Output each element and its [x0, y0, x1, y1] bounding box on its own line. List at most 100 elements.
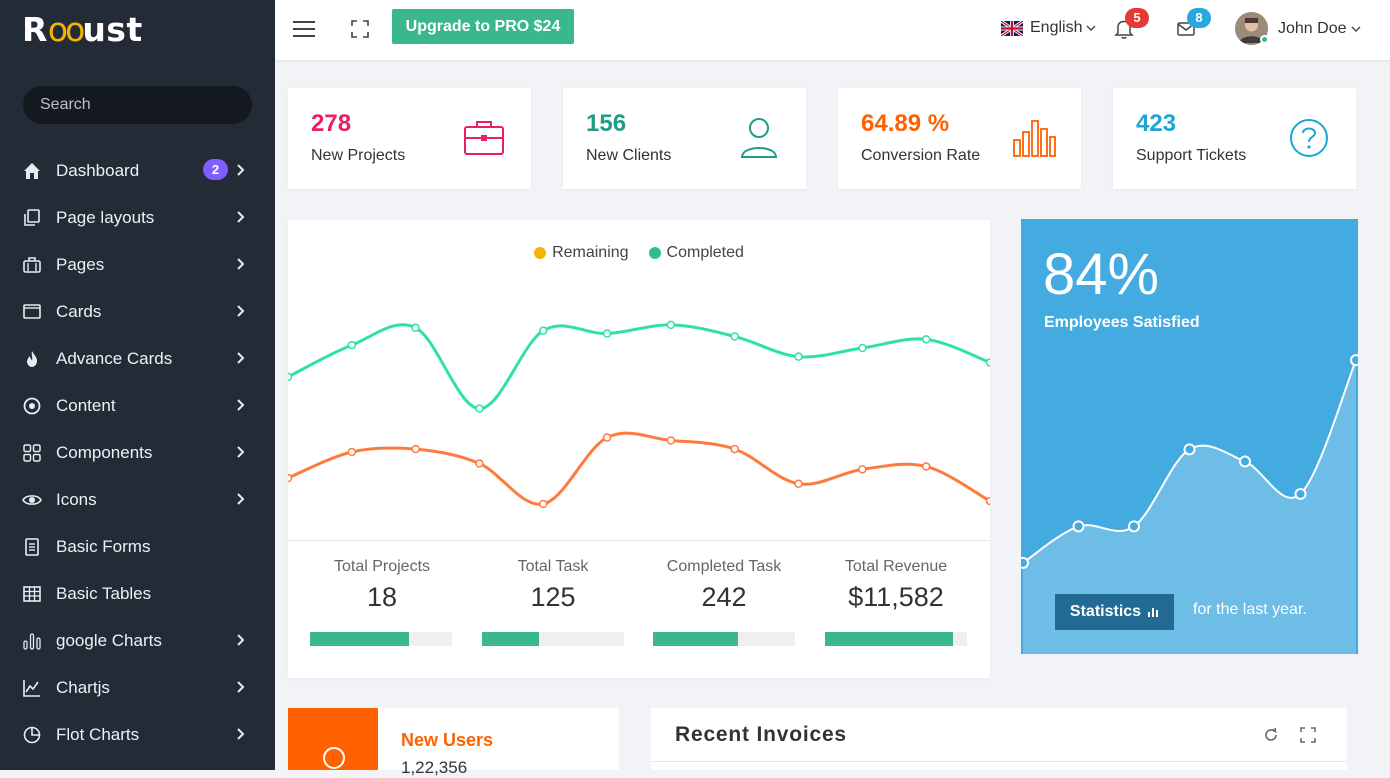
notifications-button[interactable]: 5 — [1113, 8, 1149, 42]
data-point[interactable] — [539, 326, 548, 335]
fullscreen-button[interactable] — [347, 16, 373, 42]
legend-dot — [648, 247, 661, 259]
data-point[interactable] — [858, 343, 867, 353]
data-point[interactable] — [666, 320, 676, 330]
new-users-icon-panel — [288, 708, 378, 770]
briefcase-icon — [464, 121, 504, 155]
sidebar-item-basic-forms[interactable]: Basic Forms — [0, 523, 275, 570]
trend-point[interactable] — [1183, 443, 1196, 456]
data-point[interactable] — [602, 433, 612, 442]
sidebar-item-chartjs[interactable]: Chartjs — [0, 664, 275, 711]
data-point[interactable] — [347, 340, 357, 350]
progress-bar — [482, 632, 624, 646]
sidebar-item-basic-tables[interactable]: Basic Tables — [0, 570, 275, 617]
sidebar-item-page-layouts[interactable]: Page layouts — [0, 194, 275, 241]
expand-button[interactable] — [1299, 726, 1319, 746]
sidebar-item-google-charts[interactable]: google Charts — [0, 617, 275, 664]
sidebar-item-flot-charts[interactable]: Flot Charts — [0, 711, 275, 758]
legend-item-remaining[interactable]: Remaining — [534, 244, 629, 262]
sidebar-item-icons[interactable]: Icons — [0, 476, 275, 523]
sidebar-item-label: Components — [56, 442, 153, 462]
sidebar-item-label: Basic Forms — [56, 536, 151, 556]
data-point[interactable] — [730, 444, 739, 454]
sidebar-menu: Dashboard 2 Page layouts Pages Cards Adv… — [0, 147, 275, 758]
chevron-right-icon — [233, 491, 249, 507]
kpi-total-revenue: Total Revenue $11,582 — [816, 558, 976, 613]
new-users-value: 1,22,356 — [401, 758, 468, 777]
sidebar-item-dashboard[interactable]: Dashboard 2 — [0, 147, 275, 194]
sidebar-item-label: Chartjs — [56, 677, 110, 697]
user-menu[interactable]: John Doe — [1235, 12, 1362, 45]
data-point[interactable] — [539, 499, 548, 509]
data-point[interactable] — [985, 358, 991, 367]
trend-point[interactable] — [1239, 455, 1251, 468]
user-name: John Doe — [1278, 19, 1347, 37]
data-point[interactable] — [411, 444, 420, 454]
data-point[interactable] — [411, 323, 420, 333]
refresh-icon — [1265, 727, 1277, 741]
chevron-down-icon — [1351, 26, 1360, 32]
stat-card-support-tickets: 423 Support Tickets — [1113, 88, 1356, 189]
sidebar-item-content[interactable]: Content — [0, 382, 275, 429]
messages-badge: 8 — [1187, 8, 1211, 28]
messages-button[interactable]: 8 — [1175, 8, 1211, 42]
bag-icon — [22, 255, 42, 275]
sidebar-item-label: Pages — [56, 254, 105, 274]
upgrade-button[interactable]: Upgrade to PRO $24 — [392, 9, 574, 44]
legend-label: Completed — [666, 244, 744, 261]
line-chart — [288, 320, 991, 509]
stat-card-new-clients: 156 New Clients — [563, 88, 806, 189]
avatar — [1235, 12, 1269, 45]
refresh-button[interactable] — [1262, 726, 1282, 746]
sidebar-item-label: Advance Cards — [56, 348, 173, 368]
trend-point[interactable] — [1294, 487, 1307, 500]
language-selector[interactable]: English — [1001, 19, 1097, 37]
data-point[interactable] — [794, 479, 803, 489]
eye-icon — [22, 490, 42, 510]
data-point[interactable] — [475, 459, 484, 468]
chevron-right-icon — [233, 162, 249, 178]
menu-toggle-button[interactable] — [291, 16, 317, 42]
logo[interactable]: Rooust — [22, 10, 143, 49]
chevron-right-icon — [233, 303, 249, 319]
sidebar-item-label: Flot Charts — [56, 724, 140, 744]
progress-bar — [653, 632, 795, 646]
search-input[interactable] — [23, 86, 252, 124]
data-point[interactable] — [475, 404, 484, 413]
trend-point[interactable] — [1021, 556, 1029, 569]
avatar-image — [1235, 12, 1268, 45]
uk-flag-icon — [1001, 20, 1023, 36]
sidebar-item-cards[interactable]: Cards — [0, 288, 275, 335]
data-point[interactable] — [288, 473, 293, 483]
legend-dot — [534, 247, 547, 259]
new-users-title: New Users — [401, 730, 494, 750]
stat-value: 278 — [311, 110, 352, 137]
data-point[interactable] — [288, 372, 293, 382]
stat-label: New Projects — [311, 147, 406, 164]
data-point[interactable] — [666, 436, 676, 445]
trend-point[interactable] — [1128, 520, 1140, 533]
divider — [288, 540, 990, 541]
logo-text-start: R — [22, 10, 48, 49]
kpi-value: 18 — [366, 582, 398, 612]
data-point[interactable] — [602, 329, 612, 338]
sidebar-item-components[interactable]: Components — [0, 429, 275, 476]
sidebar-item-advance-cards[interactable]: Advance Cards — [0, 335, 275, 382]
data-point[interactable] — [921, 462, 931, 471]
data-point[interactable] — [985, 496, 991, 506]
data-point[interactable] — [347, 447, 357, 457]
data-point[interactable] — [794, 352, 803, 361]
chevron-right-icon — [233, 726, 249, 742]
trend-point[interactable] — [1350, 354, 1358, 367]
data-point[interactable] — [858, 465, 867, 474]
sidebar-item-label: Content — [56, 395, 116, 415]
data-point[interactable] — [730, 332, 739, 341]
sidebar-item-pages[interactable]: Pages — [0, 241, 275, 288]
trend-point[interactable] — [1072, 520, 1085, 533]
home-icon — [22, 161, 42, 181]
legend-item-completed[interactable]: Completed — [648, 244, 744, 262]
chart-legend: Remaining Completed — [288, 244, 990, 262]
statistics-button[interactable]: Statistics — [1055, 594, 1174, 630]
data-point[interactable] — [921, 335, 931, 344]
sidebar-item-label: google Charts — [56, 630, 162, 650]
